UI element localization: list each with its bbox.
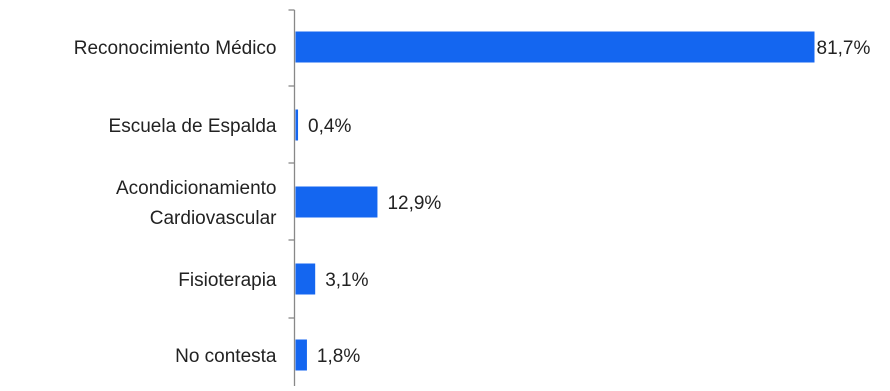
y-axis-ticks bbox=[288, 9, 295, 319]
bars-group bbox=[295, 31, 815, 371]
value-label: 3,1% bbox=[325, 270, 368, 291]
value-label: 0,4% bbox=[308, 116, 351, 137]
category-label: Cardiovascular bbox=[150, 208, 277, 229]
bar bbox=[295, 186, 378, 218]
category-label: Reconocimiento Médico bbox=[74, 38, 277, 59]
value-label: 1,8% bbox=[317, 346, 360, 367]
bar bbox=[295, 263, 316, 295]
value-labels: 81,7% 0,4% 12,9% 3,1% 1,8% bbox=[308, 38, 870, 367]
bar bbox=[295, 31, 815, 63]
category-label: No contesta bbox=[175, 346, 277, 367]
category-label: Escuela de Espalda bbox=[109, 116, 277, 137]
bar bbox=[295, 109, 299, 141]
category-label: Acondicionamiento bbox=[116, 178, 277, 199]
value-label: 81,7% bbox=[817, 38, 871, 59]
category-labels: Reconocimiento Médico Escuela de Espalda A… bbox=[74, 38, 277, 367]
bar bbox=[295, 339, 307, 371]
value-label: 12,9% bbox=[387, 193, 441, 214]
category-label: Fisioterapia bbox=[178, 270, 277, 291]
